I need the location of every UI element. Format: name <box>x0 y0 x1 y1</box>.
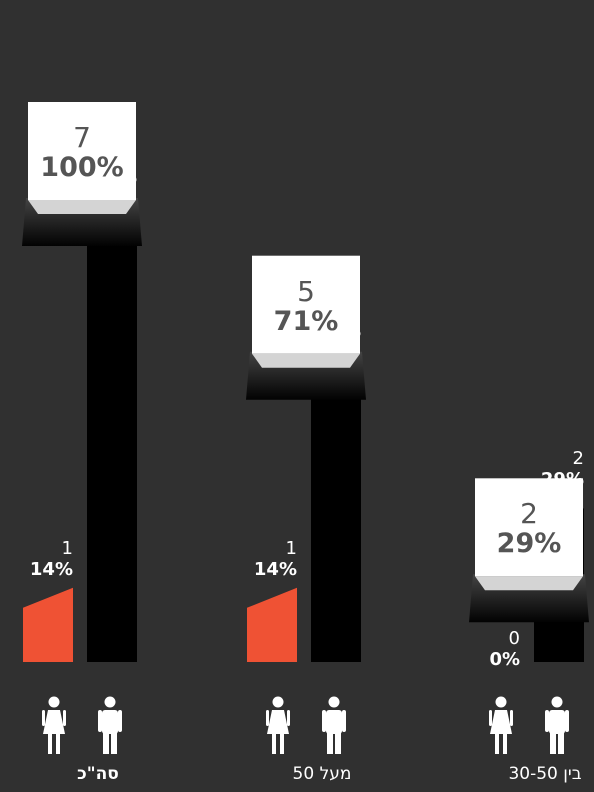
female-bar <box>247 587 297 662</box>
female-value-label-count: 1 <box>61 537 73 559</box>
total-box <box>252 255 360 354</box>
male-value-label: 2 29% <box>504 450 584 489</box>
male-value-label-percent: 86% <box>93 167 137 189</box>
total-box <box>28 102 136 200</box>
total-box-fold <box>252 353 360 368</box>
total-percent: 29% <box>496 528 562 560</box>
female-value-label-count: 1 <box>285 537 297 559</box>
female-value-label-percent: 0% <box>489 649 520 670</box>
female-value-label: 0 0% <box>440 630 520 669</box>
male-bar <box>87 206 137 662</box>
female-icon <box>489 696 513 754</box>
male-value-label-count: 2 <box>572 448 584 470</box>
total-label: 7 100% <box>28 121 136 183</box>
category-label: מעל 50 <box>292 764 352 784</box>
male-value-label-count: 4 <box>349 299 361 321</box>
male-value-label-percent: 57% <box>317 320 361 342</box>
male-value-label-count: 6 <box>125 146 137 168</box>
total-box-fold <box>475 576 583 591</box>
total-percent: 100% <box>40 152 124 183</box>
female-value-label: 1 14% <box>0 537 73 580</box>
female-icon <box>266 696 290 754</box>
female-icon <box>42 696 66 754</box>
male-bar <box>311 359 361 662</box>
total-label: 5 71% <box>252 274 360 337</box>
female-bar <box>23 587 73 662</box>
category-label: סה"כ <box>77 764 119 784</box>
total-percent: 71% <box>273 305 339 337</box>
male-value-label: 4 57% <box>281 299 361 342</box>
total-box-fold <box>28 200 136 214</box>
female-value-label-percent: 14% <box>29 558 73 580</box>
total-label: 2 29% <box>475 497 583 560</box>
total-count: 5 <box>297 274 315 308</box>
male-value-label-percent: 29% <box>540 469 584 491</box>
category-label: בין 30-50 <box>508 764 582 784</box>
female-value-label-count: 0 <box>508 628 520 649</box>
male-icon <box>545 696 569 754</box>
male-icon <box>322 696 346 754</box>
male-value-label: 6 86% <box>57 148 137 187</box>
total-count: 7 <box>73 121 91 154</box>
total-box <box>475 478 583 577</box>
female-value-label-percent: 14% <box>253 558 297 580</box>
total-count: 2 <box>520 497 538 531</box>
female-value-label: 1 14% <box>217 537 297 580</box>
male-icon <box>98 696 122 754</box>
